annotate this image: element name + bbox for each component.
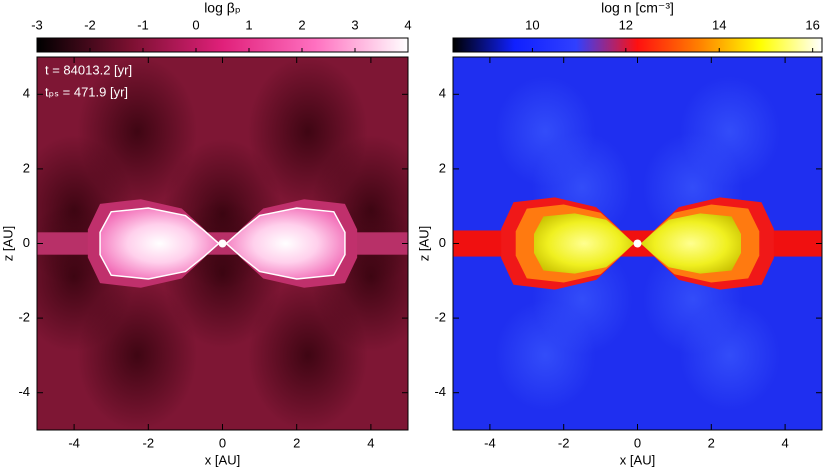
y-tick-label: 0 <box>439 235 446 250</box>
y-tick-label: 2 <box>23 160 30 175</box>
heatmap <box>37 57 408 430</box>
colorbar-tick-label: -2 <box>84 17 96 32</box>
lobe <box>225 207 346 280</box>
y-tick-label: -2 <box>18 310 30 325</box>
y-tick-label: -2 <box>434 310 446 325</box>
annotation: t = 84013.2 [yr] <box>45 62 132 77</box>
sink <box>633 239 642 248</box>
x-tick-label: 2 <box>708 435 715 450</box>
colorbar-tick-label: 14 <box>712 17 726 32</box>
x-tick-label: -4 <box>484 435 496 450</box>
x-tick-label: -4 <box>68 435 80 450</box>
y-axis-label: z [AU] <box>0 226 15 261</box>
x-axis-label: x [AU] <box>205 452 240 467</box>
colorbar-tick-label: 10 <box>525 17 539 32</box>
colorbar-tick-label: 4 <box>404 17 411 32</box>
colorbar-tick-label: 12 <box>619 17 633 32</box>
y-axis-label: z [AU] <box>416 226 431 261</box>
annotation: tₚₛ = 471.9 [yr] <box>45 84 128 99</box>
colorbar <box>452 37 823 53</box>
sink <box>218 239 227 248</box>
colorbar <box>36 37 409 53</box>
x-tick-label: 2 <box>293 435 300 450</box>
colorbar-tick-label: -3 <box>31 17 43 32</box>
lobe-inner <box>640 213 742 274</box>
x-tick-label: -2 <box>558 435 570 450</box>
x-tick-label: 4 <box>367 435 374 450</box>
heatmap <box>453 57 822 430</box>
y-tick-label: -4 <box>434 384 446 399</box>
colorbar-tick-label: 0 <box>192 17 199 32</box>
x-axis-label: x [AU] <box>620 452 655 467</box>
colorbar-tick-label: 1 <box>245 17 252 32</box>
colorbar-tick-label: 3 <box>351 17 358 32</box>
x-tick-label: 0 <box>634 435 641 450</box>
colorbar-tick-label: 2 <box>298 17 305 32</box>
colorbar-title: log n [cm⁻³] <box>601 0 674 16</box>
colorbar-title: log βₚ <box>204 0 241 16</box>
y-tick-label: 2 <box>439 160 446 175</box>
y-tick-label: 0 <box>23 235 30 250</box>
x-tick-label: -2 <box>143 435 155 450</box>
colorbar-tick-label: -1 <box>137 17 149 32</box>
lobe-inner <box>533 213 635 274</box>
y-tick-label: 4 <box>23 86 30 101</box>
colorbar-tick-label: 16 <box>805 17 819 32</box>
y-tick-label: -4 <box>18 384 30 399</box>
x-tick-label: 0 <box>219 435 226 450</box>
y-tick-label: 4 <box>439 86 446 101</box>
x-tick-label: 4 <box>781 435 788 450</box>
lobe <box>99 207 220 280</box>
